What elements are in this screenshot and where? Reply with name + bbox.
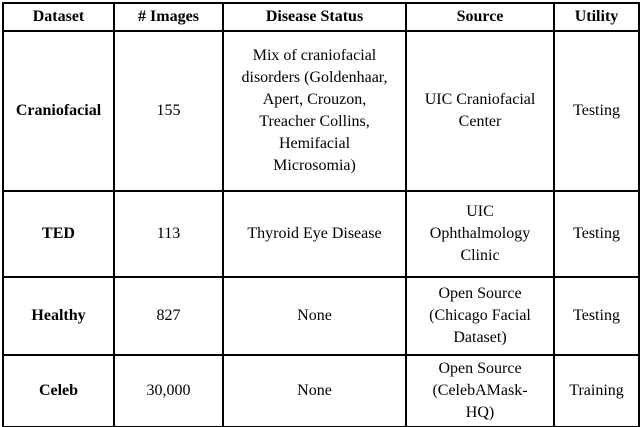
cell-source: Open Source (CelebAMask- HQ) bbox=[405, 354, 555, 427]
cell-dataset: Craniofacial bbox=[2, 30, 115, 192]
col-header-num-images: # Images bbox=[113, 2, 224, 32]
cell-utility: Testing bbox=[553, 276, 640, 356]
cell-num-images: 113 bbox=[113, 190, 224, 278]
col-header-disease-status: Disease Status bbox=[222, 2, 407, 32]
cell-disease-status: Mix of craniofacial disorders (Goldenhaa… bbox=[222, 30, 407, 192]
table-row-healthy: Healthy 827 None Open Source (Chicago Fa… bbox=[2, 276, 640, 356]
cell-source: Open Source (Chicago Facial Dataset) bbox=[405, 276, 555, 356]
cell-disease-status: None bbox=[222, 354, 407, 427]
cell-source: UIC Craniofacial Center bbox=[405, 30, 555, 192]
cell-num-images: 30,000 bbox=[113, 354, 224, 427]
col-header-utility: Utility bbox=[553, 2, 640, 32]
cell-disease-status: Thyroid Eye Disease bbox=[222, 190, 407, 278]
cell-dataset: TED bbox=[2, 190, 115, 278]
cell-utility: Training bbox=[553, 354, 640, 427]
col-header-source: Source bbox=[405, 2, 555, 32]
table-header-row: Dataset # Images Disease Status Source U… bbox=[2, 2, 640, 32]
cell-num-images: 155 bbox=[113, 30, 224, 192]
cell-dataset: Celeb bbox=[2, 354, 115, 427]
table-row-celeb: Celeb 30,000 None Open Source (CelebAMas… bbox=[2, 354, 640, 427]
cell-utility: Testing bbox=[553, 190, 640, 278]
table-row-craniofacial: Craniofacial 155 Mix of craniofacial dis… bbox=[2, 30, 640, 192]
col-header-dataset: Dataset bbox=[2, 2, 115, 32]
cell-dataset: Healthy bbox=[2, 276, 115, 356]
cell-num-images: 827 bbox=[113, 276, 224, 356]
cell-utility: Testing bbox=[553, 30, 640, 192]
cell-disease-status: None bbox=[222, 276, 407, 356]
cell-source: UIC Ophthalmology Clinic bbox=[405, 190, 555, 278]
table-row-ted: TED 113 Thyroid Eye Disease UIC Ophthalm… bbox=[2, 190, 640, 278]
